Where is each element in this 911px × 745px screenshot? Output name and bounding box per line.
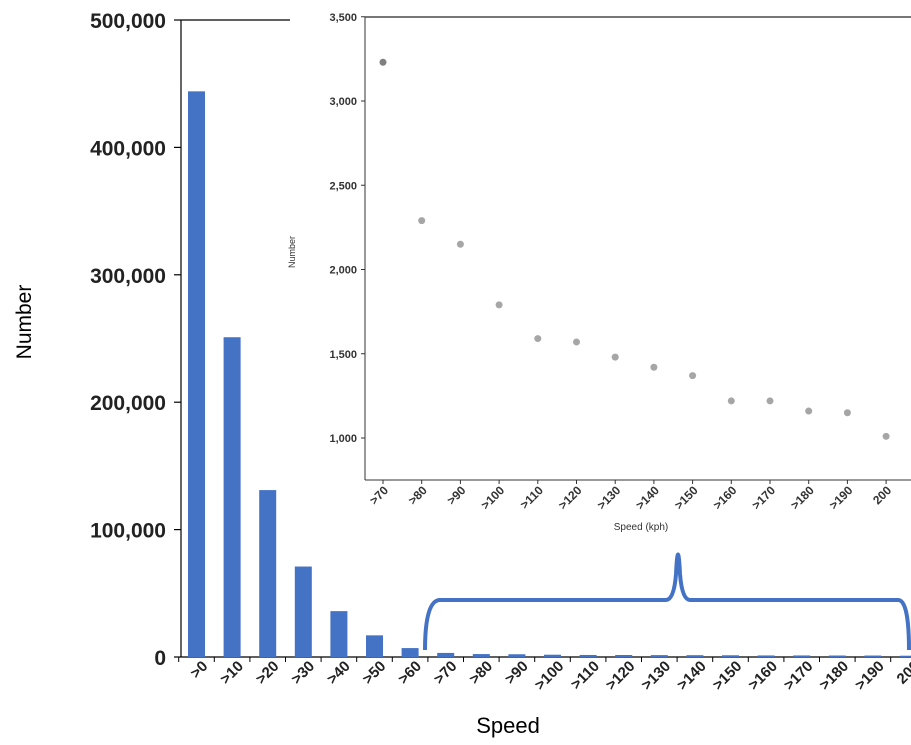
inset-point	[418, 217, 426, 225]
main-bar	[722, 655, 739, 657]
main-x-tick-label: >180	[816, 658, 852, 694]
inset-y-tick-label: 2,000	[329, 265, 357, 277]
inset-x-tick-label: 200	[870, 483, 894, 507]
inset-x-tick-label: >100	[478, 483, 507, 512]
main-x-tick-label: >140	[674, 658, 710, 694]
main-x-tick-label: >20	[253, 658, 283, 688]
inset-point	[805, 407, 813, 415]
inset-point	[534, 335, 542, 343]
main-x-tick-label: >70	[431, 658, 461, 688]
inset-x-axis-label: Speed (kph)	[614, 522, 668, 533]
inset-x-tick-label: >190	[827, 483, 856, 512]
zoom-bracket	[423, 552, 911, 651]
inset-point	[573, 338, 580, 346]
main-bar	[544, 654, 561, 657]
main-bar	[686, 655, 704, 657]
main-x-tick-label: >60	[395, 658, 425, 688]
main-bar	[437, 652, 455, 657]
inset-y-tick-label: 1,500	[329, 349, 357, 361]
inset-x-tick-label: >140	[633, 483, 662, 512]
inset-x-tick-label: >160	[710, 483, 739, 512]
inset-point	[611, 353, 619, 361]
main-x-tick-label: >90	[502, 658, 532, 688]
main-x-tick-label: >150	[709, 658, 745, 694]
inset-x-tick-label: >150	[672, 483, 701, 512]
inset-point	[689, 372, 697, 380]
main-x-tick-label: 200	[894, 658, 911, 688]
main-y-tick-label: 300,000	[90, 265, 166, 288]
inset-background	[365, 17, 911, 480]
main-bar	[900, 655, 911, 657]
inset-y-tick-label: 1,000	[329, 433, 357, 445]
main-bar	[793, 655, 811, 657]
main-x-tick-label: >120	[603, 658, 639, 694]
main-y-tick-label: 200,000	[90, 392, 166, 415]
inset-point	[766, 397, 774, 405]
inset-x-tick-label: >90	[444, 483, 469, 508]
main-bar	[401, 648, 419, 657]
main-y-tick-label: 100,000	[90, 520, 166, 543]
main-bar	[615, 654, 633, 657]
main-y-tick-label: 400,000	[90, 137, 166, 160]
inset-y-tick-label: 3,000	[329, 96, 357, 108]
inset-scatter-chart: 1,000 1,500 2,000 2,500 3,000 3,500 >70 >80 >90…	[287, 12, 911, 533]
main-bar	[579, 654, 597, 657]
inset-point	[882, 432, 890, 440]
main-x-tick-label: >10	[217, 658, 247, 688]
inset-y-axis-label: Number	[287, 236, 297, 268]
main-bar	[508, 654, 526, 657]
inset-point	[379, 58, 387, 66]
inset-x-tick-label: >70	[367, 483, 392, 508]
main-x-tick-label: >110	[568, 658, 603, 693]
main-bar	[188, 91, 205, 658]
inset-point	[456, 240, 464, 248]
inset-point	[843, 409, 851, 417]
inset-x-tick-label: >110	[517, 483, 546, 512]
main-x-tick-label: >50	[359, 658, 389, 688]
main-bar	[223, 337, 241, 657]
main-y-tick-label: 0	[154, 647, 166, 670]
inset-x-tick-label: >130	[594, 483, 623, 512]
inset-point	[727, 397, 735, 405]
main-bar	[864, 655, 882, 657]
inset-point	[495, 301, 503, 309]
main-x-tick-label: >30	[288, 658, 318, 688]
main-x-tick-label: >130	[638, 658, 674, 694]
inset-y-tick-label: 2,500	[329, 180, 357, 192]
inset-point	[650, 363, 658, 371]
inset-x-tick-label: >180	[788, 483, 817, 512]
main-y-axis-label: Number	[13, 285, 36, 360]
main-bar	[650, 655, 668, 657]
main-bar	[366, 635, 383, 657]
main-bar	[828, 655, 846, 657]
main-x-tick-label: >170	[781, 658, 817, 694]
main-x-tick-label: >100	[531, 658, 567, 694]
main-bar	[330, 611, 348, 657]
main-bar	[472, 654, 490, 657]
main-x-axis-label: Speed	[476, 713, 540, 738]
main-x-tick-label: >80	[466, 658, 496, 688]
main-bar	[294, 566, 312, 657]
inset-x-tick-label: >80	[406, 483, 431, 508]
inset-y-tick-label: 3,500	[329, 12, 357, 24]
inset-x-tick-label: >170	[749, 483, 778, 512]
main-y-tick-label: 500,000	[90, 10, 166, 33]
main-x-tick-label: >40	[324, 658, 354, 688]
main-x-tick-label: >190	[852, 658, 888, 694]
main-bar	[757, 655, 775, 657]
main-x-tick-label: >160	[745, 658, 781, 694]
main-x-tick-label: >0	[187, 658, 211, 682]
main-bar	[259, 490, 277, 657]
inset-x-tick-label: >120	[556, 483, 585, 512]
